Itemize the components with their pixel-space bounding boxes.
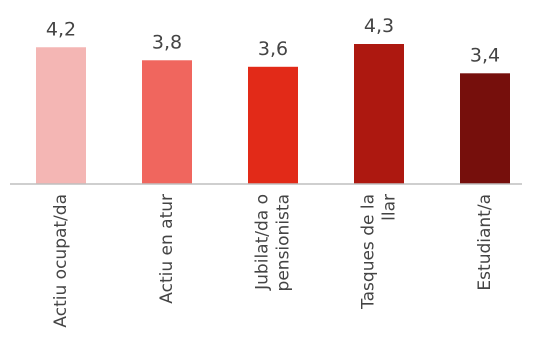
category-label-4: Tasques de la llar — [359, 194, 400, 310]
data-label-3: 3,6 — [258, 38, 288, 60]
bar-2 — [142, 60, 192, 184]
bars-group — [36, 44, 510, 184]
bar-1 — [36, 47, 86, 184]
category-label-2: Actiu en atur — [157, 194, 177, 304]
data-label-5: 3,4 — [470, 44, 500, 66]
category-label-3-line-1: Jubilat/da o — [253, 194, 273, 291]
category-label-3: Jubilat/da o pensionista — [253, 194, 294, 291]
category-label-1-line-1: Actiu ocupat/da — [51, 194, 71, 328]
data-labels-group: 4,2 3,8 3,6 4,3 3,4 — [46, 15, 500, 66]
data-label-4: 4,3 — [364, 15, 394, 37]
bar-4 — [354, 44, 404, 184]
category-label-3-line-2: pensionista — [274, 194, 294, 291]
data-label-2: 3,8 — [152, 31, 182, 53]
category-label-4-line-1: Tasques de la — [359, 194, 379, 310]
category-label-5-line-1: Estudiant/a — [475, 194, 495, 291]
bar-5 — [460, 73, 510, 184]
category-label-2-line-1: Actiu en atur — [157, 194, 177, 304]
bar-3 — [248, 66, 298, 184]
data-label-1: 4,2 — [46, 18, 76, 40]
category-label-4-line-2: llar — [380, 194, 400, 221]
category-label-5: Estudiant/a — [475, 194, 495, 291]
category-labels-group: Actiu ocupat/da Actiu en atur Jubilat/da o… — [51, 194, 495, 328]
category-label-1: Actiu ocupat/da — [51, 194, 71, 328]
